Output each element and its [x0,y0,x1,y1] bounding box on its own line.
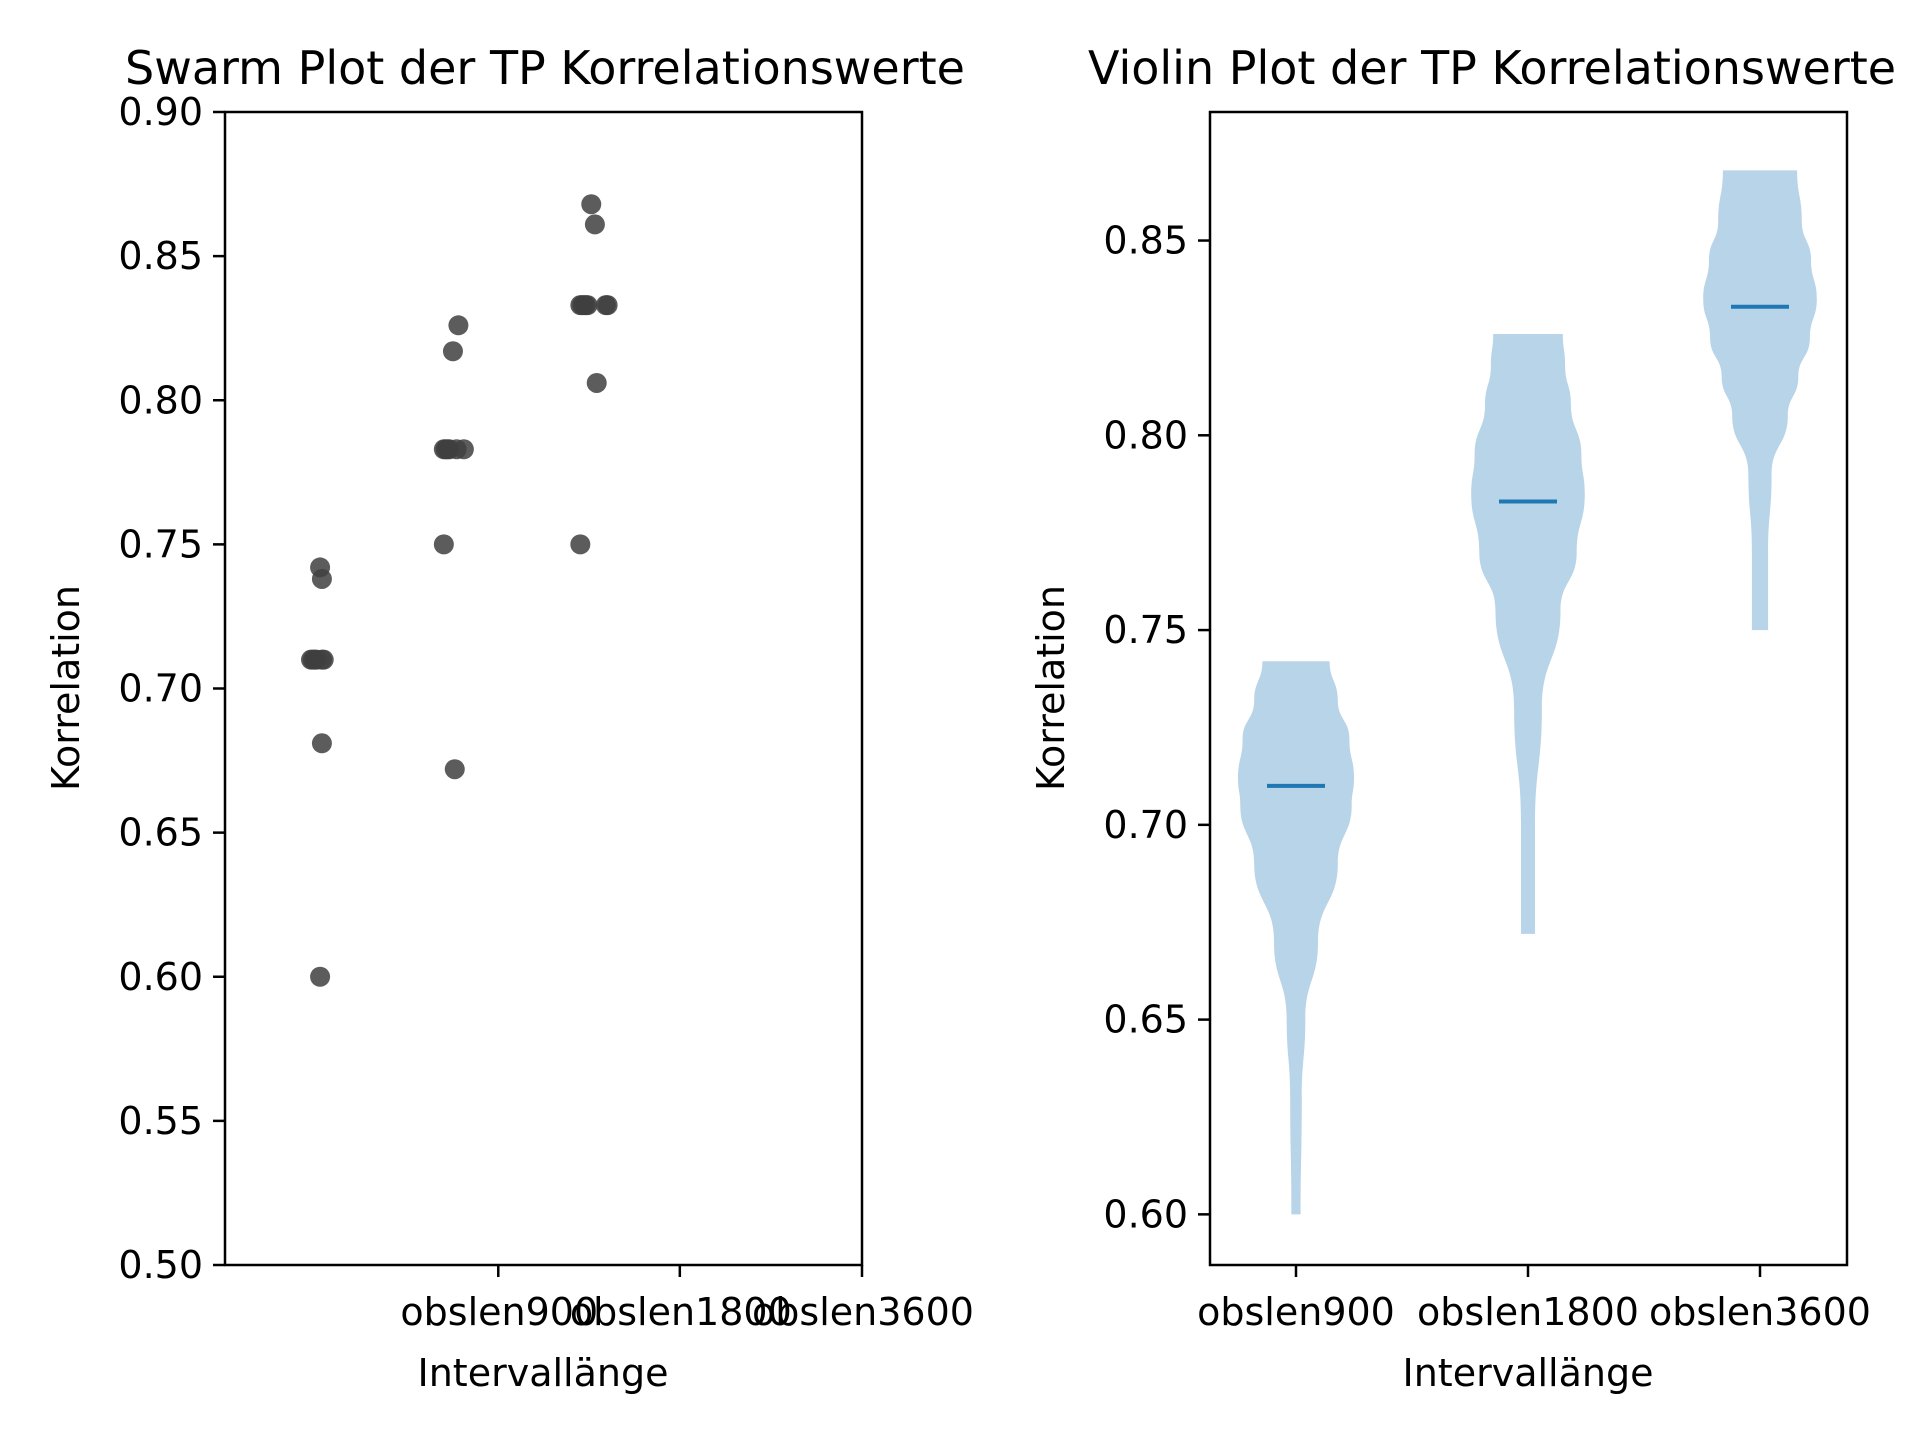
swarm-point-obslen3600 [584,214,605,235]
swarm-point-obslen900 [311,733,332,754]
swarm-point-obslen3600 [597,295,618,316]
violin-y-axis: 0.60 0.65 0.70 0.75 0.80 0.85 [1103,219,1210,1236]
swarm-chart: Swarm Plot der TP Korrelationswerte 0.50… [44,41,974,1395]
swarm-point-obslen1800 [433,534,454,555]
violin-body-obslen900 [1238,661,1354,1215]
violin-x-axis: obslen900 obslen1800 obslen3600 [1197,1265,1871,1334]
swarm-point-obslen3600 [577,295,598,316]
swarm-y-tick-label: 0.90 [118,90,203,134]
swarm-point-obslen900 [313,649,334,670]
swarm-point-obslen1800 [448,315,469,336]
violin-body-obslen3600 [1703,170,1817,631]
swarm-point-obslen900 [311,568,332,589]
swarm-point-obslen900 [310,966,331,987]
swarm-y-axis: 0.50 0.55 0.60 0.65 0.70 0.75 0.80 0.85 0.90 [118,90,225,1287]
violin-y-tick-label: 0.60 [1103,1192,1188,1236]
swarm-x-tick-label: obslen1800 [570,1290,792,1334]
swarm-y-tick-label: 0.85 [118,234,203,278]
violin-y-tick-label: 0.85 [1103,219,1188,263]
swarm-point-obslen1800 [444,759,465,780]
violin-chart: Violin Plot der TP Korrelationswerte 0.6… [1029,41,1896,1395]
violin-y-axis-label: Korrelation [1029,585,1073,791]
violin-body-obslen1800 [1471,334,1585,934]
violin-title: Violin Plot der TP Korrelationswerte [1088,41,1896,95]
swarm-y-tick-label: 0.50 [118,1243,203,1287]
swarm-point-obslen1800 [453,439,474,460]
violin-y-tick-label: 0.70 [1103,803,1188,847]
violin-y-tick-label: 0.80 [1103,413,1188,457]
swarm-point-obslen3600 [581,194,602,215]
swarm-title: Swarm Plot der TP Korrelationswerte [125,41,965,95]
violin-y-tick-label: 0.65 [1103,998,1188,1042]
violin-x-axis-label: Intervallänge [1403,1351,1654,1395]
violin-x-tick-label: obslen1800 [1417,1290,1639,1334]
swarm-x-axis-label: Intervallänge [418,1351,669,1395]
swarm-y-tick-label: 0.80 [118,378,203,422]
swarm-points [300,194,618,987]
swarm-y-tick-label: 0.60 [118,955,203,999]
swarm-y-axis-label: Korrelation [44,585,88,791]
swarm-y-tick-label: 0.55 [118,1099,203,1143]
violin-x-tick-label: obslen900 [1197,1290,1395,1334]
swarm-y-tick-label: 0.75 [118,522,203,566]
swarm-y-tick-label: 0.65 [118,811,203,855]
violin-x-tick-label: obslen3600 [1649,1290,1871,1334]
swarm-point-obslen3600 [570,534,591,555]
violin-bodies [1238,170,1817,1215]
violin-y-tick-label: 0.75 [1103,608,1188,652]
swarm-axes-frame [223,110,864,1267]
swarm-point-obslen1800 [442,341,463,362]
swarm-x-tick-label: obslen900 [400,1290,598,1334]
swarm-y-tick-label: 0.70 [118,667,203,711]
swarm-x-tick-label: obslen3600 [752,1290,974,1334]
swarm-point-obslen3600 [586,372,607,393]
